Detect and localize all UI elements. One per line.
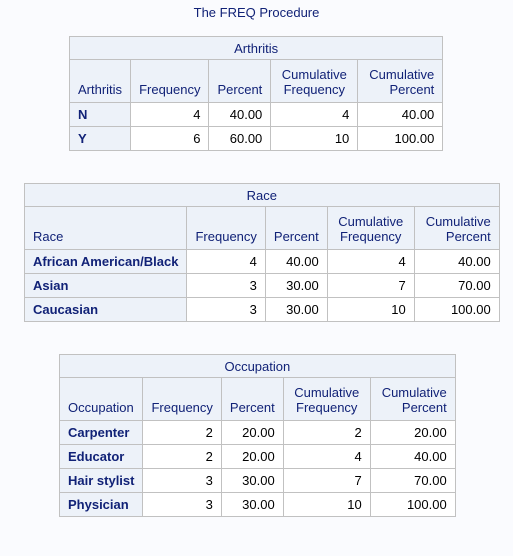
column-header-cumulative-frequency: Cumulative Frequency [282,377,371,421]
table-row: Educator 2 20.00 4 40.00 [58,444,456,469]
cell-percent: 30.00 [264,297,328,322]
column-header-frequency: Frequency [142,377,222,421]
table-row: Carpenter 2 20.00 2 20.00 [58,420,456,445]
cell-percent: 20.00 [220,420,284,445]
row-label: African American/Black [23,249,188,274]
row-label: Carpenter [58,420,144,445]
table-row: Asian 3 30.00 7 70.00 [23,273,500,298]
column-header-percent: Percent [264,206,328,250]
row-label: Hair stylist [58,468,144,493]
cell-cumulative-percent: 70.00 [413,273,500,298]
cell-cumulative-frequency: 4 [326,249,415,274]
cell-cumulative-frequency: 2 [282,420,371,445]
cell-frequency: 4 [130,102,210,127]
column-header-cumulative-percent: Cumulative Percent [357,59,444,103]
cell-cumulative-percent: 100.00 [357,126,444,151]
row-label: Caucasian [23,297,188,322]
table-row: Physician 3 30.00 10 100.00 [58,492,456,517]
row-label: Asian [23,273,188,298]
cell-cumulative-percent: 40.00 [357,102,444,127]
column-header-frequency: Frequency [186,206,266,250]
cell-cumulative-frequency: 10 [270,126,359,151]
table-caption: Occupation [59,354,456,378]
table-row: Hair stylist 3 30.00 7 70.00 [58,468,456,493]
cell-cumulative-percent: 100.00 [413,297,500,322]
column-header-frequency: Frequency [130,59,210,103]
cell-cumulative-percent: 100.00 [369,492,456,517]
cell-percent: 30.00 [220,492,284,517]
cell-frequency: 2 [142,444,222,469]
table-row: Caucasian 3 30.00 10 100.00 [23,297,500,322]
cell-cumulative-frequency: 7 [282,468,371,493]
row-label: Physician [58,492,144,517]
cell-percent: 40.00 [208,102,272,127]
row-label: N [68,102,132,127]
cell-frequency: 3 [186,297,266,322]
cell-cumulative-percent: 40.00 [369,444,456,469]
column-header-percent: Percent [208,59,272,103]
cell-cumulative-frequency: 7 [326,273,415,298]
cell-cumulative-frequency: 4 [270,102,359,127]
cell-percent: 40.00 [264,249,328,274]
cell-percent: 60.00 [208,126,272,151]
cell-frequency: 3 [142,468,222,493]
cell-frequency: 3 [186,273,266,298]
frequency-table-occupation: Occupation Occupation Frequency Percent … [58,354,456,517]
row-label: Y [68,126,132,151]
table-row: N 4 40.00 4 40.00 [68,102,444,127]
cell-cumulative-frequency: 4 [282,444,371,469]
cell-frequency: 3 [142,492,222,517]
row-label: Educator [58,444,144,469]
cell-cumulative-frequency: 10 [326,297,415,322]
frequency-table-race: Race Race Frequency Percent Cumulative F… [23,183,500,322]
column-header-cumulative-percent: Cumulative Percent [369,377,456,421]
frequency-table-arthritis: Arthritis Arthritis Frequency Percent Cu… [68,36,444,151]
column-header-cumulative-frequency: Cumulative Frequency [270,59,359,103]
column-header-variable: Race [23,206,188,250]
column-header-cumulative-percent: Cumulative Percent [413,206,500,250]
table-caption: Race [24,183,500,207]
table-caption: Arthritis [68,36,444,60]
procedure-title: The FREQ Procedure [193,5,320,20]
cell-cumulative-frequency: 10 [282,492,371,517]
cell-percent: 30.00 [220,468,284,493]
table-row: Y 6 60.00 10 100.00 [68,126,444,151]
table-row: African American/Black 4 40.00 4 40.00 [23,249,500,274]
column-header-variable: Arthritis [68,59,132,103]
column-header-cumulative-frequency: Cumulative Frequency [326,206,415,250]
column-header-percent: Percent [220,377,284,421]
cell-cumulative-percent: 70.00 [369,468,456,493]
column-header-variable: Occupation [58,377,144,421]
cell-percent: 30.00 [264,273,328,298]
cell-frequency: 2 [142,420,222,445]
cell-frequency: 6 [130,126,210,151]
cell-percent: 20.00 [220,444,284,469]
cell-frequency: 4 [186,249,266,274]
cell-cumulative-percent: 20.00 [369,420,456,445]
cell-cumulative-percent: 40.00 [413,249,500,274]
